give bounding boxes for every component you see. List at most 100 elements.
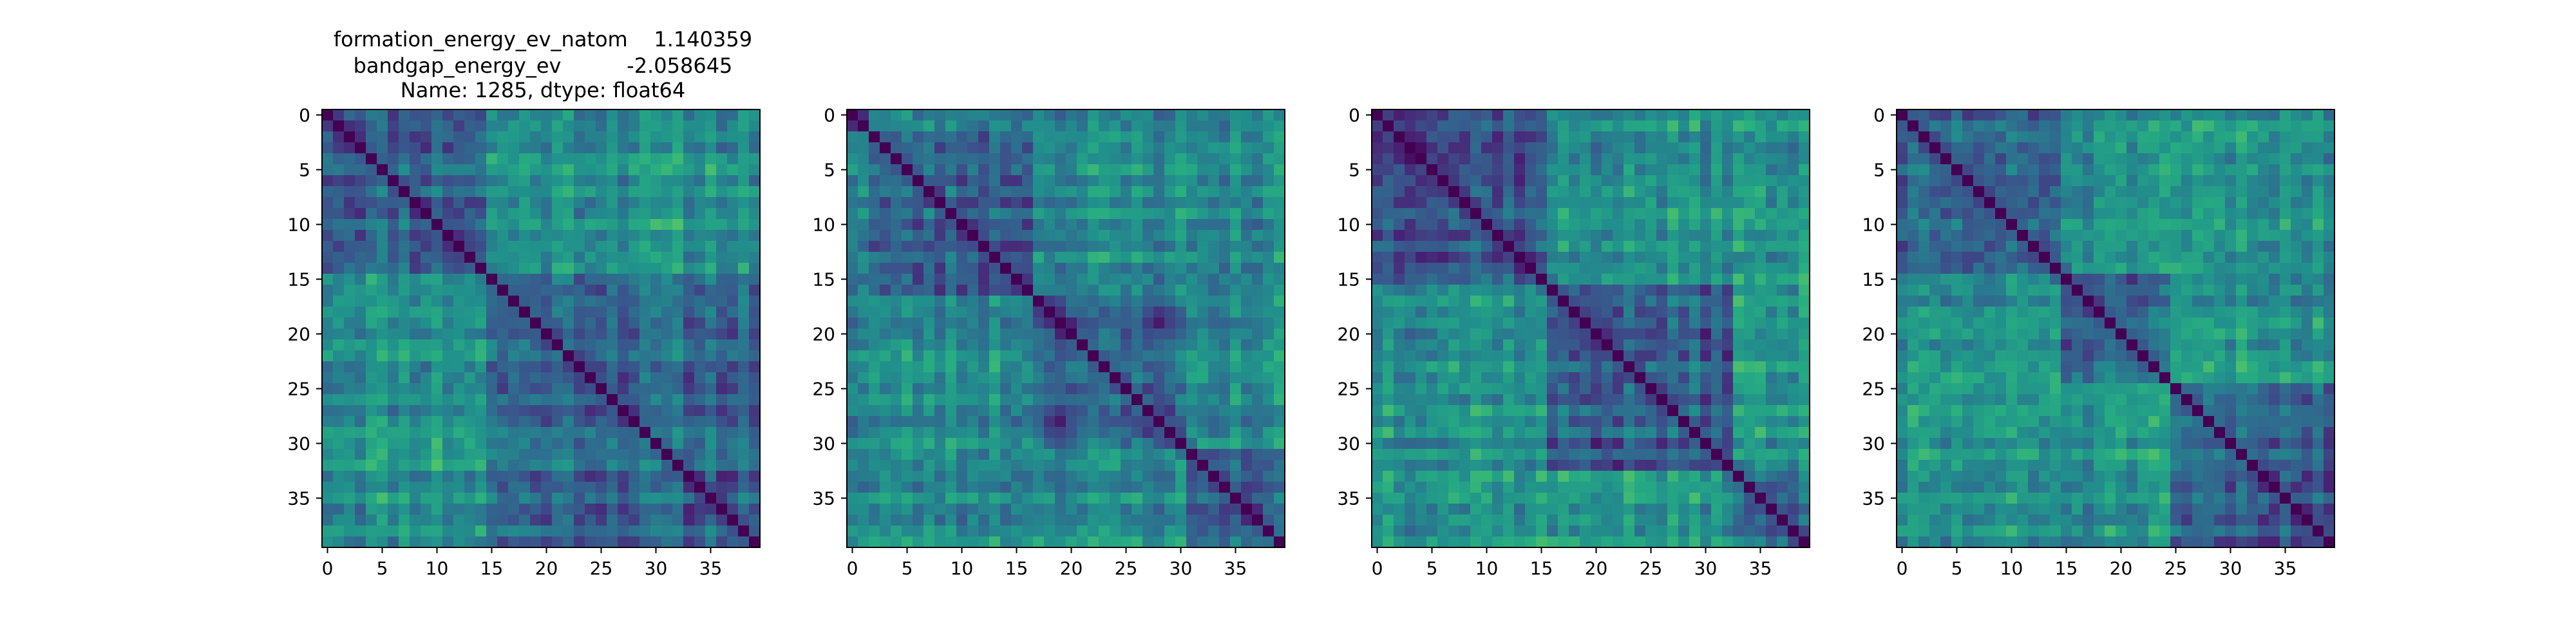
- heatmap-cell: [1033, 153, 1045, 165]
- heatmap-cell: [1230, 285, 1242, 296]
- heatmap-cell: [552, 372, 564, 384]
- heatmap-cell: [934, 120, 946, 132]
- heatmap-cell: [1022, 208, 1034, 220]
- heatmap-cell: [1416, 328, 1427, 340]
- heatmap-cell: [1580, 449, 1591, 460]
- heatmap-cell: [847, 383, 858, 395]
- heatmap-cell: [1405, 175, 1416, 187]
- heatmap-cell: [967, 109, 979, 121]
- heatmap-cell: [1744, 405, 1756, 417]
- heatmap-cell: [1241, 361, 1253, 373]
- heatmap-cell: [847, 493, 858, 504]
- heatmap-cell: [541, 197, 553, 209]
- heatmap-cell: [497, 515, 509, 526]
- heatmap-cell: [869, 131, 880, 143]
- heatmap-cell: [1132, 186, 1143, 198]
- heatmap-cell: [1459, 219, 1471, 231]
- heatmap-cell: [683, 427, 695, 439]
- heatmap-cell: [530, 219, 542, 231]
- heatmap-cell: [629, 460, 640, 471]
- heatmap-cell: [322, 296, 334, 307]
- heatmap-cell: [1656, 175, 1668, 187]
- heatmap-cell: [1951, 109, 1963, 121]
- heatmap-cell: [923, 416, 935, 428]
- heatmap-cell: [639, 328, 651, 340]
- heatmap-cell: [388, 449, 399, 460]
- heatmap-cell: [1744, 449, 1756, 460]
- heatmap-cell: [1208, 120, 1220, 132]
- heatmap-cell: [530, 317, 542, 329]
- heatmap-cell: [2214, 120, 2226, 132]
- heatmap-cell: [2039, 109, 2050, 121]
- heatmap-cell: [650, 142, 662, 154]
- heatmap-cell: [1722, 383, 1734, 395]
- heatmap-cell: [2006, 120, 2018, 132]
- heatmap-cell: [552, 328, 564, 340]
- heatmap-cell: [1011, 263, 1023, 274]
- heatmap-cell: [421, 317, 432, 329]
- heatmap-cell: [1448, 263, 1460, 274]
- heatmap-cell: [453, 197, 465, 209]
- heatmap-cell: [1558, 153, 1569, 165]
- heatmap-cell: [989, 350, 1001, 362]
- heatmap-cell: [574, 460, 585, 471]
- heatmap-cell: [891, 405, 902, 417]
- heatmap-cell: [1525, 219, 1537, 231]
- figure-title: formation_energy_ev_natom 1.140359 bandg…: [334, 27, 752, 102]
- heatmap-cell: [1580, 350, 1591, 362]
- heatmap-cell: [366, 317, 377, 329]
- heatmap-cell: [727, 372, 739, 384]
- heatmap-cell: [1164, 120, 1176, 132]
- heatmap-cell: [629, 153, 640, 165]
- heatmap-cell: [1132, 142, 1143, 154]
- heatmap-cell: [530, 252, 542, 263]
- heatmap-cell: [1164, 142, 1176, 154]
- heatmap-cell: [442, 164, 454, 176]
- heatmap-cell: [552, 438, 564, 450]
- heatmap-cell: [497, 504, 509, 515]
- heatmap-cell: [1700, 142, 1712, 154]
- heatmap-cell: [486, 285, 498, 296]
- heatmap-cell: [1405, 383, 1416, 395]
- heatmap-cell: [1656, 186, 1668, 198]
- heatmap-cell: [1033, 109, 1045, 121]
- heatmap-cell: [377, 471, 388, 482]
- heatmap-cell: [322, 361, 334, 373]
- heatmap-cell: [574, 394, 585, 406]
- heatmap-cell: [453, 131, 465, 143]
- heatmap-cell: [858, 317, 869, 329]
- heatmap-cell: [1099, 536, 1110, 548]
- heatmap-cell: [847, 109, 858, 121]
- heatmap-cell: [913, 526, 924, 537]
- heatmap-cell: [1437, 186, 1449, 198]
- heatmap-cell: [683, 241, 695, 252]
- heatmap-cell: [1274, 471, 1285, 482]
- heatmap-cell: [1099, 427, 1110, 439]
- heatmap-cell: [1252, 131, 1264, 143]
- heatmap-cell: [497, 536, 509, 548]
- heatmap-cell: [1416, 131, 1427, 143]
- heatmap-cell: [2203, 120, 2215, 132]
- heatmap-cell: [1033, 142, 1045, 154]
- heatmap-cell: [607, 350, 618, 362]
- heatmap-cell: [1700, 482, 1712, 493]
- heatmap-cell: [322, 515, 334, 526]
- heatmap-cell: [1613, 186, 1624, 198]
- heatmap-cell: [1503, 219, 1515, 231]
- heatmap-cell: [1766, 219, 1777, 231]
- heatmap-cell: [421, 427, 432, 439]
- heatmap-cell: [399, 361, 410, 373]
- heatmap-cell: [1241, 383, 1253, 395]
- heatmap-cell: [574, 526, 585, 537]
- heatmap-cell: [355, 372, 366, 384]
- heatmap-cell: [945, 460, 957, 471]
- heatmap-cell: [1252, 219, 1264, 231]
- heatmap-cell: [607, 109, 618, 121]
- heatmap-cell: [1241, 219, 1253, 231]
- heatmap-cell: [1503, 164, 1515, 176]
- heatmap-cell: [989, 482, 1001, 493]
- heatmap-cell: [530, 416, 542, 428]
- heatmap-cell: [923, 208, 935, 220]
- heatmap-cell: [847, 164, 858, 176]
- heatmap-cell: [552, 186, 564, 198]
